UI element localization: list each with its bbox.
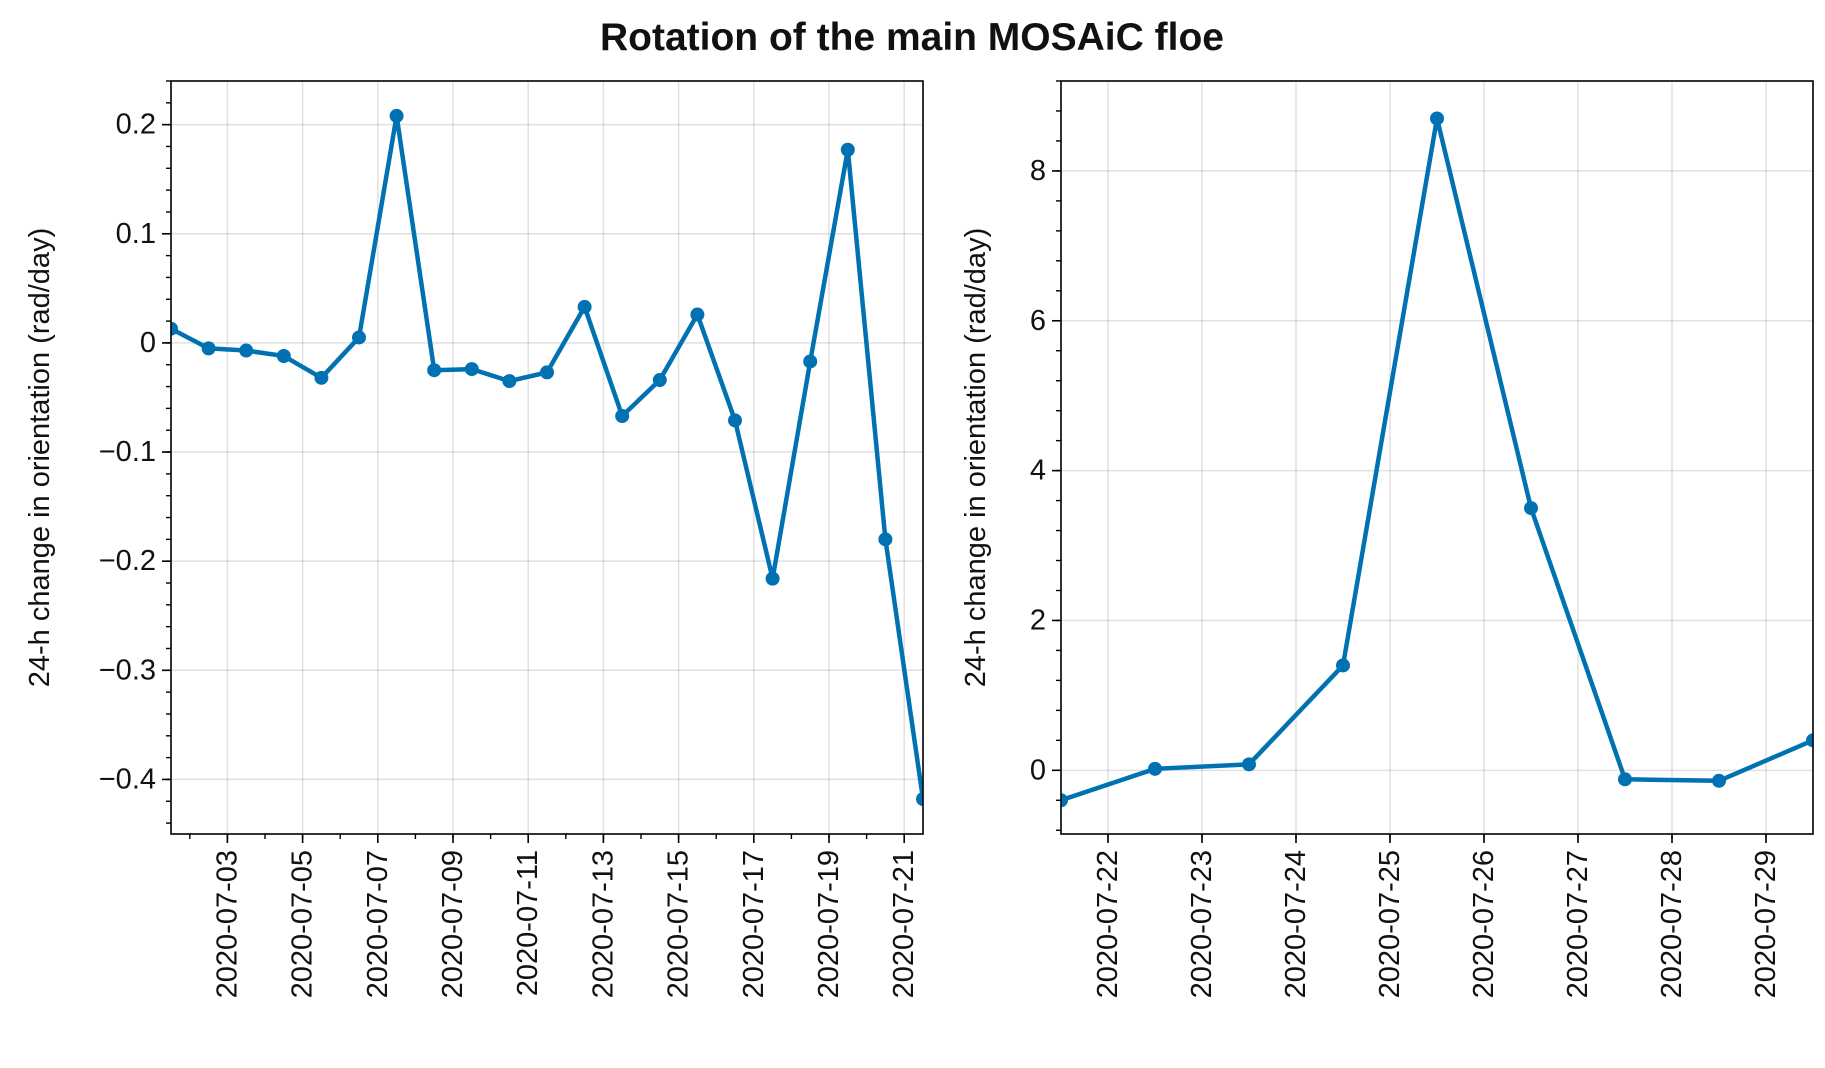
data-point — [615, 409, 630, 424]
x-tick-label: 2020-07-25 — [1374, 850, 1406, 998]
series-line — [171, 113, 923, 800]
data-point — [1524, 501, 1538, 516]
data-point — [1242, 757, 1256, 772]
axes-frame — [170, 80, 924, 835]
data-point — [1618, 772, 1632, 787]
y-tick-label: 0 — [1030, 754, 1046, 786]
gridlines — [171, 81, 923, 834]
x-tick-label: 2020-07-24 — [1280, 850, 1312, 998]
data-point — [878, 532, 893, 547]
y-tick-label: −0.4 — [99, 763, 156, 795]
data-point — [1806, 733, 1813, 748]
y-axis-label: 24-h change in orientation (rad/day) — [24, 228, 56, 687]
y-tick-label: 6 — [1030, 305, 1046, 337]
data-point — [1061, 793, 1068, 808]
x-tick-label: 2020-07-11 — [512, 850, 544, 996]
data-point — [1430, 111, 1444, 126]
axes-frame — [1060, 80, 1814, 835]
data-point — [540, 365, 554, 380]
right-panel: 2020-07-22 2020-07-23 2020-07-24 2020-07-25… — [960, 80, 1814, 998]
data-point — [916, 792, 923, 807]
x-tick-label: 2020-07-22 — [1092, 850, 1124, 998]
y-tick-label: −0.1 — [99, 436, 156, 468]
data-point — [201, 341, 216, 356]
data-point — [803, 354, 818, 369]
x-tick-label: 2020-07-27 — [1562, 850, 1594, 998]
data-point — [765, 571, 780, 586]
data-point — [352, 330, 366, 345]
y-tick-label: 0 — [140, 327, 156, 359]
left-panel: 2020-07-03 2020-07-05 2020-07-07 2020-07-09… — [24, 80, 924, 998]
x-tick-label: 2020-07-17 — [738, 850, 770, 998]
data-point — [464, 362, 479, 377]
x-tick-label: 2020-07-29 — [1750, 850, 1782, 998]
x-tick-label: 2020-07-03 — [211, 850, 243, 998]
data-point — [171, 321, 178, 336]
data-point — [728, 413, 742, 428]
y-tick-label: 4 — [1030, 455, 1046, 487]
x-tick-label: 2020-07-26 — [1468, 850, 1500, 998]
y-axis-label: 24-h change in orientation (rad/day) — [960, 228, 992, 687]
y-tick-label: 2 — [1030, 604, 1046, 636]
series-line — [1061, 116, 1813, 803]
data-point — [1712, 773, 1726, 788]
x-tick-label: 2020-07-21 — [888, 850, 920, 998]
y-tick-label: −0.3 — [99, 654, 156, 686]
chart-title: Rotation of the main MOSAiC floe — [600, 16, 1224, 59]
x-tick-label: 2020-07-05 — [287, 850, 319, 998]
data-point — [276, 349, 291, 364]
data-point — [239, 343, 254, 358]
data-point — [1148, 761, 1162, 776]
x-tick-label: 2020-07-28 — [1656, 850, 1688, 998]
data-point — [652, 373, 667, 388]
data-point — [427, 363, 442, 378]
x-tick-label: 2020-07-07 — [362, 850, 394, 998]
data-point — [314, 370, 329, 385]
data-layer — [1061, 111, 1813, 808]
data-point — [577, 299, 592, 314]
y-tick-label: 0.1 — [116, 218, 156, 250]
data-point — [502, 374, 517, 389]
x-tick-label: 2020-07-09 — [437, 850, 469, 998]
x-tick-label: 2020-07-15 — [663, 850, 695, 998]
x-tick-label: 2020-07-19 — [813, 850, 845, 998]
data-point — [840, 142, 855, 157]
data-point — [1336, 658, 1350, 673]
y-tick-label: −0.2 — [99, 545, 156, 577]
gridlines — [1061, 81, 1813, 834]
y-tick-label: 8 — [1030, 155, 1046, 187]
x-tick-label: 2020-07-23 — [1186, 850, 1218, 998]
y-tick-label: 0.2 — [116, 109, 156, 141]
data-layer — [171, 108, 923, 807]
x-tick-label: 2020-07-13 — [587, 850, 619, 998]
data-point — [690, 307, 705, 322]
data-point — [389, 108, 404, 123]
